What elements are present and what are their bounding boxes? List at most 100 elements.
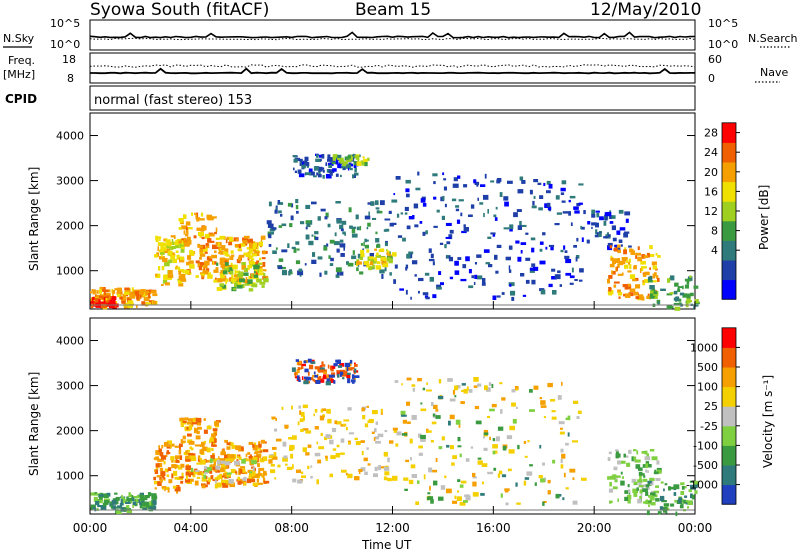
echo-cell bbox=[176, 238, 183, 242]
echo-cell bbox=[624, 247, 627, 251]
y-tick-label: 1000 bbox=[56, 265, 84, 278]
echo-cell bbox=[333, 380, 336, 384]
echo-cell bbox=[620, 480, 625, 486]
echo-cell bbox=[402, 419, 407, 424]
echo-cell bbox=[574, 210, 580, 214]
echo-cell bbox=[333, 157, 340, 161]
echo-cell bbox=[632, 488, 638, 493]
echo-cell bbox=[171, 239, 174, 243]
colorbar-swatch bbox=[722, 201, 736, 222]
echo-cell bbox=[190, 422, 194, 427]
echo-cell bbox=[612, 260, 616, 264]
echo-cell bbox=[203, 474, 207, 479]
echo-cell bbox=[680, 482, 685, 486]
echo-cell bbox=[607, 234, 611, 237]
echo-cell bbox=[397, 235, 403, 238]
echo-cell bbox=[663, 503, 670, 507]
echo-cell bbox=[166, 440, 172, 444]
echo-cell bbox=[495, 206, 498, 210]
echo-cell bbox=[481, 463, 488, 467]
echo-cell bbox=[185, 221, 191, 226]
echo-cell bbox=[638, 471, 643, 477]
echo-cell bbox=[206, 425, 212, 430]
echo-cell bbox=[547, 382, 553, 388]
echo-cell bbox=[509, 425, 515, 431]
echo-cell bbox=[343, 423, 347, 427]
echo-cell bbox=[483, 432, 489, 436]
echo-cell bbox=[152, 293, 158, 297]
echo-cell bbox=[649, 449, 655, 452]
echo-cell bbox=[305, 430, 312, 434]
echo-cell bbox=[170, 247, 174, 250]
echo-cell bbox=[91, 289, 94, 292]
echo-cell bbox=[609, 245, 612, 249]
echo-cell bbox=[348, 367, 353, 371]
echo-cell bbox=[443, 186, 447, 191]
echo-cell bbox=[354, 476, 360, 481]
echo-cell bbox=[375, 207, 380, 210]
echo-cell bbox=[674, 282, 679, 287]
echo-cell bbox=[201, 441, 206, 445]
colorbar-swatch bbox=[722, 240, 736, 261]
echo-cell bbox=[646, 295, 650, 299]
echo-cell bbox=[463, 227, 469, 232]
echo-cell bbox=[620, 471, 623, 475]
echo-cell bbox=[389, 272, 392, 276]
echo-cell bbox=[121, 300, 126, 304]
echo-cell bbox=[148, 504, 152, 510]
x-tick-label: 20:00 bbox=[577, 521, 612, 535]
echo-cell bbox=[325, 162, 328, 166]
echo-cell bbox=[617, 273, 624, 276]
echo-cell bbox=[487, 471, 494, 475]
colorbar-swatch bbox=[722, 425, 736, 446]
echo-cell bbox=[307, 371, 310, 376]
echo-cell bbox=[647, 277, 652, 282]
echo-cell bbox=[557, 395, 562, 400]
echo-cell bbox=[468, 269, 472, 274]
echo-cell bbox=[573, 245, 577, 248]
echo-cell bbox=[427, 496, 434, 500]
echo-cell bbox=[327, 162, 334, 166]
echo-cell bbox=[191, 418, 196, 423]
echo-cell bbox=[669, 486, 675, 490]
echo-cell bbox=[424, 272, 430, 276]
echo-cell bbox=[281, 406, 284, 410]
echo-cell bbox=[240, 271, 244, 275]
echo-cell bbox=[181, 246, 185, 249]
echo-cell bbox=[639, 294, 643, 299]
echo-cell bbox=[360, 160, 365, 164]
echo-cell bbox=[533, 179, 539, 183]
echo-cell bbox=[164, 248, 171, 254]
echo-cell bbox=[311, 201, 317, 205]
echo-cell bbox=[165, 239, 171, 243]
echo-cell bbox=[656, 460, 660, 465]
echo-cell bbox=[268, 455, 274, 459]
echo-cell bbox=[164, 486, 166, 492]
echo-cell bbox=[386, 257, 392, 262]
echo-cell bbox=[641, 451, 645, 454]
echo-cell bbox=[371, 431, 375, 434]
echo-cell bbox=[677, 286, 684, 289]
echo-cell bbox=[242, 471, 248, 475]
echo-cell bbox=[223, 267, 230, 271]
echo-cell bbox=[196, 462, 203, 465]
echo-cell bbox=[420, 402, 423, 405]
echo-cell bbox=[404, 212, 408, 215]
echo-cell bbox=[290, 215, 294, 221]
echo-cell bbox=[119, 296, 123, 300]
echo-cell bbox=[347, 159, 352, 163]
echo-cell bbox=[243, 481, 247, 486]
echo-cell bbox=[183, 230, 186, 235]
echo-cell bbox=[655, 494, 658, 498]
echo-cell bbox=[233, 287, 236, 291]
echo-cell bbox=[230, 468, 235, 474]
echo-cell bbox=[613, 258, 619, 263]
echo-cell bbox=[249, 472, 256, 477]
echo-cell bbox=[632, 279, 637, 282]
echo-cell bbox=[607, 278, 610, 284]
echo-cell bbox=[656, 469, 662, 474]
echo-cell bbox=[423, 474, 426, 480]
echo-cell bbox=[318, 376, 322, 379]
echo-cell bbox=[137, 499, 141, 503]
echo-cell bbox=[669, 292, 674, 295]
